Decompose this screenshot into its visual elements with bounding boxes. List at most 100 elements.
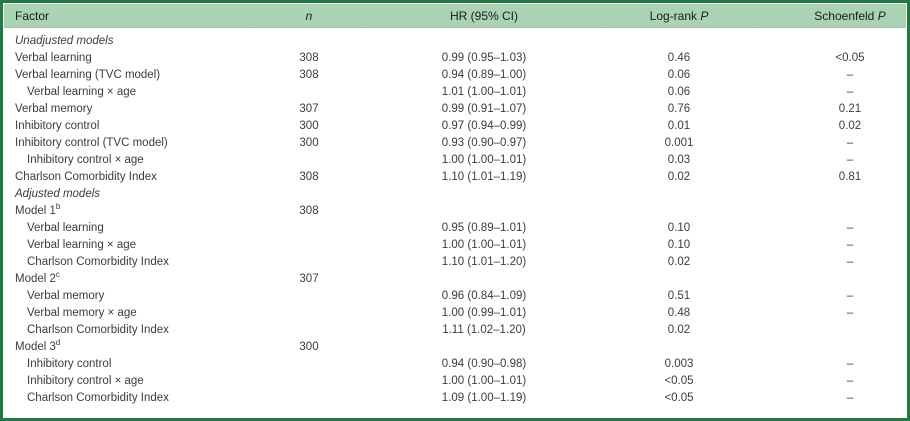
schoenfeld-p-cell: – (846, 290, 854, 302)
factor-cell: Inhibitory control (4, 356, 254, 373)
schoenfeld-p-cell: – (846, 375, 854, 387)
column-header-label: Factor (15, 8, 50, 23)
schoenfeld-p-cell (754, 322, 906, 339)
table-row: Verbal learning × age 1.01 (1.00–1.01) 0… (4, 84, 906, 101)
n-cell (254, 305, 364, 322)
table-row: Verbal learning × age 1.00 (1.00–1.01) 0… (4, 237, 906, 254)
n-cell (254, 390, 364, 407)
table-row: Unadjusted models (4, 28, 906, 51)
factor-label: Charlson Comorbidity Index (27, 392, 169, 404)
table-row: Inhibitory control × age 1.00 (1.00–1.01… (4, 152, 906, 169)
table-row: Inhibitory control 300 0.97 (0.94–0.99) … (4, 118, 906, 135)
schoenfeld-p-cell: 0.21 (838, 103, 862, 115)
logrank-p-cell: 0.06 (667, 69, 691, 81)
schoenfeld-p-cell: – (846, 69, 854, 81)
table-row: Verbal learning 308 0.99 (0.95–1.03) 0.4… (4, 50, 906, 67)
column-header-hr-ci: HR (95% CI) (364, 4, 604, 28)
logrank-p-cell: 0.46 (667, 52, 691, 64)
hr-ci-cell (364, 271, 604, 288)
hr-ci-cell: 1.01 (1.00–1.01) (441, 86, 527, 98)
factor-label: Charlson Comorbidity Index (15, 171, 157, 183)
logrank-p-cell: 0.06 (667, 86, 691, 98)
factor-label: Verbal learning (27, 222, 104, 234)
table-row: Verbal learning 0.95 (0.89–1.01) 0.10 – (4, 220, 906, 237)
hr-ci-cell (364, 28, 604, 51)
hr-ci-cell: 0.94 (0.90–0.98) (441, 358, 527, 370)
factor-cell: Unadjusted models (4, 28, 254, 51)
factor-cell: Verbal memory × age (4, 305, 254, 322)
hr-ci-cell (364, 203, 604, 220)
n-cell (254, 254, 364, 271)
factor-cell: Model 2c (4, 271, 254, 288)
logrank-p-cell: 0.001 (664, 137, 694, 149)
factor-label: Unadjusted models (15, 35, 114, 47)
factor-label: Inhibitory control (15, 120, 100, 132)
schoenfeld-p-cell (754, 271, 906, 288)
table-row: Verbal memory 0.96 (0.84–1.09) 0.51 – (4, 288, 906, 305)
logrank-p-cell: 0.02 (667, 171, 691, 183)
hr-ci-cell: 1.00 (0.99–1.01) (441, 307, 527, 319)
table-row: Inhibitory control × age 1.00 (1.00–1.01… (4, 373, 906, 390)
logrank-p-cell (604, 186, 754, 203)
factor-cell: Verbal learning (4, 50, 254, 67)
schoenfeld-p-cell: – (846, 239, 854, 251)
n-cell: 308 (299, 205, 319, 217)
schoenfeld-p-cell: – (846, 154, 854, 166)
logrank-p-cell (604, 339, 754, 356)
factor-cell: Inhibitory control × age (4, 152, 254, 169)
schoenfeld-p-cell: – (846, 222, 854, 234)
schoenfeld-p-cell (754, 203, 906, 220)
logrank-p-cell: 0.51 (667, 290, 691, 302)
factor-label: Charlson Comorbidity Index (27, 324, 169, 336)
table-header: Factor n HR (95% CI) Log-rank P Schoenfe… (4, 4, 906, 28)
factor-label: Verbal learning (TVC model) (15, 69, 161, 81)
hr-ci-cell: 0.96 (0.84–1.09) (441, 290, 527, 302)
factor-label: Verbal learning × age (27, 86, 137, 98)
column-header-schoenfeld-p: Schoenfeld P (754, 4, 906, 28)
footnote-marker: b (55, 203, 61, 212)
table-row: Charlson Comorbidity Index 308 1.10 (1.0… (4, 169, 906, 186)
factor-label: Model 3 (15, 341, 56, 353)
table-row: Verbal memory 307 0.99 (0.91–1.07) 0.76 … (4, 101, 906, 118)
hr-ci-cell: 1.00 (1.00–1.01) (441, 375, 527, 387)
n-cell: 308 (299, 69, 319, 81)
hr-ci-cell (364, 186, 604, 203)
column-header-factor: Factor (4, 4, 254, 28)
factor-label: Verbal memory (27, 290, 105, 302)
table-row: Model 2c 307 (4, 271, 906, 288)
table-row: Model 1b 308 (4, 203, 906, 220)
logrank-p-cell: 0.02 (667, 256, 691, 268)
hr-ci-cell: 0.93 (0.90–0.97) (441, 137, 527, 149)
factor-label: Inhibitory control × age (27, 154, 144, 166)
n-cell: 300 (299, 341, 319, 353)
n-cell: 308 (299, 171, 319, 183)
table-row: Charlson Comorbidity Index 1.09 (1.00–1.… (4, 390, 906, 407)
n-cell (254, 373, 364, 390)
logrank-p-cell: 0.03 (667, 154, 691, 166)
column-header-label: Log-rank (649, 8, 701, 23)
footnote-marker: d (55, 339, 61, 348)
factor-label: Verbal memory × age (27, 307, 137, 319)
n-cell (254, 28, 364, 51)
table-row: Charlson Comorbidity Index 1.10 (1.01–1.… (4, 254, 906, 271)
logrank-p-cell: 0.76 (667, 103, 691, 115)
factor-cell: Model 1b (4, 203, 254, 220)
hr-ci-cell: 1.10 (1.01–1.20) (441, 256, 527, 268)
factor-label: Adjusted models (15, 188, 101, 200)
logrank-p-cell (604, 28, 754, 51)
factor-cell: Inhibitory control (TVC model) (4, 135, 254, 152)
factor-cell: Verbal learning × age (4, 84, 254, 101)
factor-cell: Verbal memory (4, 288, 254, 305)
table-row: Adjusted models (4, 186, 906, 203)
logrank-p-cell: 0.01 (667, 120, 691, 132)
n-cell (254, 220, 364, 237)
factor-label: Verbal learning (15, 52, 92, 64)
n-cell (254, 288, 364, 305)
column-header-n: n (254, 4, 364, 28)
hr-ci-cell: 0.99 (0.95–1.03) (441, 52, 527, 64)
n-cell: 307 (299, 273, 319, 285)
column-header-label-italic: n (305, 8, 313, 23)
n-cell (254, 152, 364, 169)
factor-cell: Charlson Comorbidity Index (4, 322, 254, 339)
